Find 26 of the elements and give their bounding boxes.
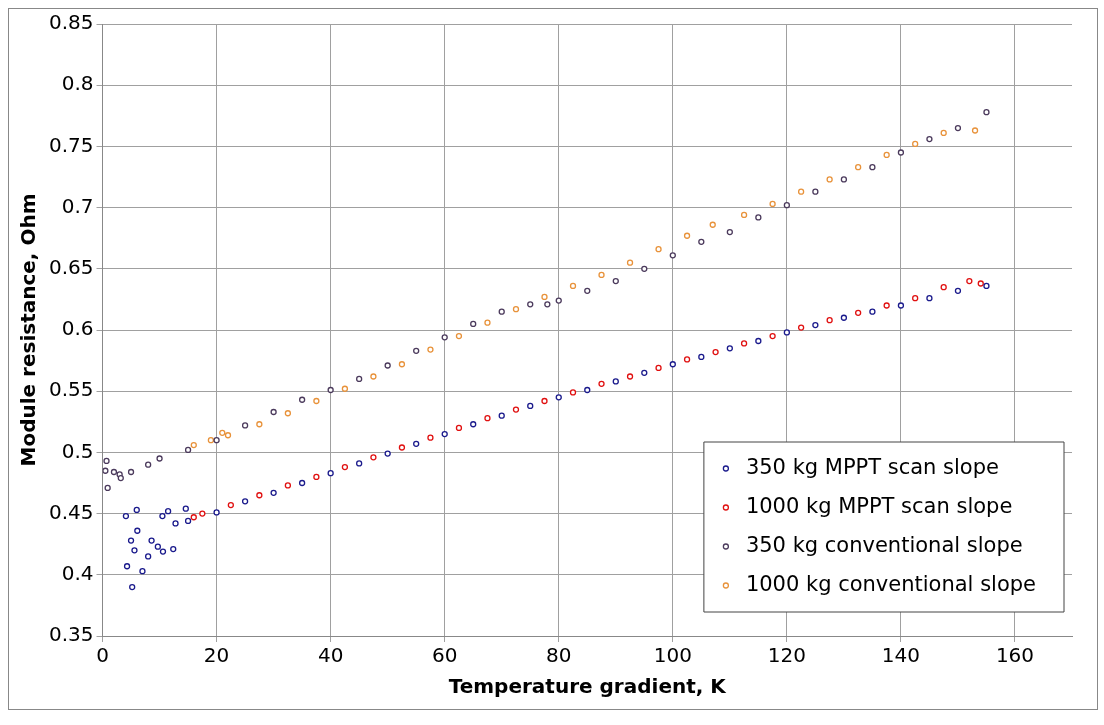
x-tick-label: 120 [767, 643, 806, 668]
x-tick-label: 0 [96, 643, 109, 668]
legend-label: 1000 kg conventional slope [745, 571, 1036, 596]
x-tick-label: 40 [317, 643, 344, 668]
y-tick-label: 0.5 [61, 438, 94, 463]
x-tick-label: 60 [431, 643, 458, 668]
y-tick-label: 0.6 [61, 316, 94, 341]
x-tick-label: 80 [546, 643, 572, 668]
y-tick-label: 0.35 [49, 622, 94, 647]
y-tick-label: 0.7 [61, 193, 94, 218]
y-tick-label: 0.55 [49, 377, 94, 402]
legend-label: 350 kg MPPT scan slope [745, 454, 999, 479]
y-tick-label: 0.8 [61, 71, 94, 96]
x-axis-title: Temperature gradient, K [448, 674, 728, 699]
y-tick-label: 0.85 [49, 10, 94, 35]
y-axis-title: Module resistance, Ohm [16, 193, 41, 467]
y-tick-label: 0.65 [49, 255, 94, 279]
legend-label: 1000 kg MPPT scan slope [745, 493, 1013, 518]
y-tick-label: 0.45 [49, 499, 94, 524]
x-tick-label: 100 [653, 643, 692, 668]
x-tick-label: 20 [203, 643, 230, 668]
x-tick-label: 140 [881, 643, 921, 668]
legend-label: 350 kg conventional slope [745, 532, 1023, 557]
y-tick-label: 0.4 [61, 561, 94, 585]
y-tick-label: 0.75 [49, 132, 94, 157]
x-tick-label: 160 [995, 643, 1035, 668]
